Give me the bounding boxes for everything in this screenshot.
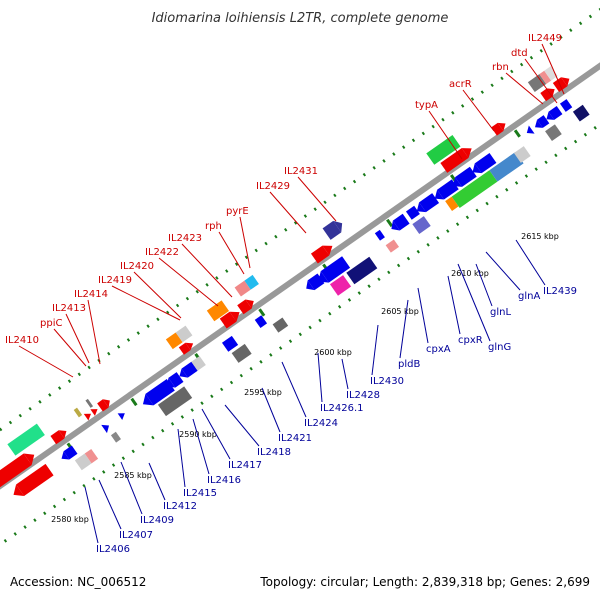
kbp-tick [258,308,266,317]
upper-gene-label: typA [415,100,438,111]
kbp-tick [386,218,394,228]
lower-gene-label: glnL [490,307,511,318]
upper-gene-label: IL2414 [74,289,108,300]
lower-leader-line [84,486,99,544]
upper-gene-label: rbn [492,62,509,73]
upper-gene-label: IL2413 [52,303,86,314]
kbp-label: 2585 kbp [114,471,152,480]
lower-leader-line [341,358,349,390]
lower-gene-label: glnG [488,342,511,353]
lower-leader-line [261,387,281,433]
lower-gene-label: IL2418 [257,447,291,458]
upper-gene-label: IL2429 [256,181,290,192]
lower-gene-label: IL2407 [119,530,153,541]
upper-leader-line [505,72,544,105]
lower-leader-line [317,352,323,403]
upper-gene-label: ppiC [40,318,62,329]
lower-tick-track [0,65,600,550]
lower-gene-labels: IL2406 IL2407 IL2409 IL2412 IL2415 IL2416 IL24… [84,239,577,555]
genome-backbone [0,24,600,512]
lower-leader-line [515,239,546,286]
upper-leader-line [428,110,463,160]
upper-leader-line [87,299,101,365]
upper-gene-label: IL2449 [528,33,562,44]
lower-leader-line [447,275,461,335]
upper-gene-label: IL2419 [98,275,132,286]
upper-gene-label: IL2423 [168,233,202,244]
lower-leader-line [475,263,493,307]
upper-leader-line [239,216,251,269]
upper-gene-label: pyrE [226,206,249,217]
lower-gene-label: IL2412 [163,501,197,512]
kbp-label: 2580 kbp [51,515,89,524]
upper-leader-line [269,191,307,234]
lower-leader-line [98,479,122,530]
genome-strip [0,0,600,550]
upper-leader-line [297,176,337,222]
kbp-tick [130,397,138,407]
lower-leader-line [457,263,491,342]
lower-gene-label: IL2406 [96,544,130,555]
lower-gene-label: IL2416 [207,475,241,486]
kbp-tick [513,129,521,138]
lower-gene-label: cpxA [426,344,451,355]
lower-leader-line [192,418,210,475]
upper-gene-label: IL2431 [284,166,318,177]
summary-text: Topology: circular; Length: 2,839,318 bp… [259,575,590,589]
upper-gene-label: dtd [511,48,528,59]
upper-leader-line [111,285,181,321]
upper-gene-label: IL2422 [145,247,179,258]
upper-leader-line [65,313,90,364]
accession-text: Accession: NC_006512 [10,575,146,589]
lower-leader-line [120,461,143,515]
lower-gene-label: IL2439 [543,286,577,297]
lower-leader-line [371,324,379,376]
upper-leader-line [524,58,558,104]
upper-tick-track [0,0,600,473]
lower-gene-label: IL2421 [278,433,312,444]
upper-leader-line [18,345,74,378]
lower-gene-label: pldB [398,359,420,370]
lower-leader-line [201,408,231,460]
lower-gene-label: IL2417 [228,460,262,471]
upper-leader-line [181,243,233,298]
kbp-label: 2605 kbp [381,307,419,316]
lower-gene-label: IL2415 [183,488,217,499]
lower-leader-line [485,251,521,291]
upper-gene-label: rph [205,221,222,232]
kbp-label: 2595 kbp [244,388,282,397]
upper-leader-line [462,89,495,132]
lower-gene-label: glnA [518,291,540,302]
lower-leader-line [281,361,307,418]
upper-leader-line [541,43,565,95]
lower-leader-line [417,287,429,344]
lower-gene-label: IL2428 [346,390,380,401]
kbp-label: 2615 kbp [521,232,559,241]
upper-leader-line [218,231,245,275]
kbp-label: 2610 kbp [451,269,489,278]
reverse-genes [9,93,592,514]
lower-leader-line [177,428,186,488]
upper-leader-line [158,257,219,307]
lower-gene-label: IL2424 [304,418,338,429]
lower-leader-line [399,299,409,359]
lower-gene-label: IL2430 [370,376,404,387]
upper-gene-label: IL2420 [120,261,154,272]
lower-gene-label: cpxR [458,335,483,346]
map-title: Idiomarina loihiensis L2TR, complete gen… [152,11,449,26]
upper-leader-line [133,271,182,319]
lower-leader-line [148,462,166,501]
lower-gene-label: IL2409 [140,515,174,526]
lower-leader-line [224,404,260,447]
upper-gene-label: acrR [449,79,472,90]
lower-gene-label: IL2426.1 [320,403,364,414]
upper-gene-label: IL2410 [5,335,39,346]
kbp-label: 2600 kbp [314,348,352,357]
upper-leader-line [53,328,87,367]
